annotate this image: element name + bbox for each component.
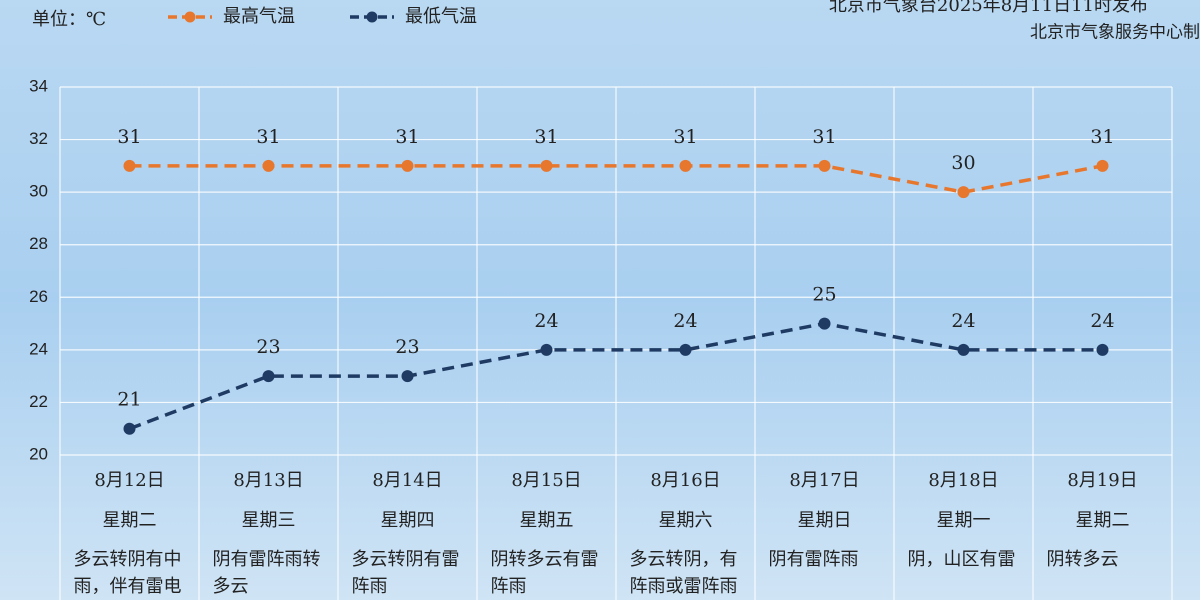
y-tick-label: 28 bbox=[29, 234, 48, 253]
point bbox=[679, 159, 692, 172]
unit-label: 单位：℃ bbox=[32, 9, 106, 30]
point bbox=[540, 159, 553, 172]
point bbox=[123, 159, 136, 172]
point bbox=[818, 317, 831, 330]
weather: 阴转多云 bbox=[1046, 549, 1119, 570]
x-tick-label: 8月15日 bbox=[511, 470, 581, 491]
legend-dot bbox=[184, 11, 196, 23]
point bbox=[1096, 343, 1109, 356]
weekday: 星期一 bbox=[937, 510, 991, 531]
data-label: 21 bbox=[117, 389, 141, 411]
point bbox=[262, 159, 275, 172]
data-label: 23 bbox=[395, 336, 419, 358]
weekday: 星期二 bbox=[1076, 510, 1130, 531]
line bbox=[129, 164, 1103, 194]
data-label: 31 bbox=[256, 126, 280, 148]
x-tick-label: 8月13日 bbox=[233, 470, 303, 491]
weather: 阴转多云有雷阵雨 bbox=[490, 549, 599, 597]
data-label: 24 bbox=[534, 310, 558, 332]
data-label: 31 bbox=[395, 126, 419, 148]
point bbox=[401, 159, 414, 172]
weather: 多云转阴，有阵雨或雷阵雨 bbox=[629, 549, 738, 597]
y-tick-label: 24 bbox=[29, 339, 48, 358]
x-tick-label: 8月16日 bbox=[650, 470, 720, 491]
point bbox=[262, 370, 275, 383]
y-tick-label: 34 bbox=[29, 76, 48, 95]
data-label: 24 bbox=[951, 310, 975, 332]
point bbox=[1096, 159, 1109, 172]
weather: 阴有雷阵雨 bbox=[768, 549, 859, 570]
note: 北京市气象服务中心制作 bbox=[1030, 23, 1200, 43]
weekday: 星期日 bbox=[798, 510, 852, 531]
legend-label: 最高气温 bbox=[223, 6, 295, 27]
x-tick-label: 8月18日 bbox=[928, 470, 998, 491]
weather: 多云转阴有雷阵雨 bbox=[351, 549, 460, 597]
data-label: 24 bbox=[1090, 310, 1114, 332]
line bbox=[128, 321, 1103, 431]
y-tick-label: 32 bbox=[29, 129, 48, 148]
data-label: 31 bbox=[117, 126, 141, 148]
data-label: 23 bbox=[256, 336, 280, 358]
point bbox=[540, 343, 553, 356]
data-label: 31 bbox=[812, 126, 836, 148]
weekday: 星期五 bbox=[520, 510, 574, 531]
point bbox=[957, 343, 970, 356]
weekday: 星期三 bbox=[242, 510, 296, 531]
point bbox=[957, 186, 970, 199]
legend-label: 最低气温 bbox=[405, 6, 477, 27]
x-tick-label: 8月14日 bbox=[372, 470, 442, 491]
data-label: 25 bbox=[812, 284, 836, 306]
point bbox=[679, 343, 692, 356]
x-tick-label: 8月17日 bbox=[789, 470, 859, 491]
note: 北京市气象台2025年8月11日11时发布 bbox=[829, 0, 1148, 16]
data-label: 31 bbox=[534, 126, 558, 148]
y-tick-label: 30 bbox=[29, 182, 48, 201]
point bbox=[123, 422, 136, 435]
x-tick-label: 8月19日 bbox=[1067, 470, 1137, 491]
legend-dot bbox=[366, 11, 378, 23]
weather: 阴，山区有雷 bbox=[907, 549, 1016, 570]
weekday: 星期六 bbox=[659, 510, 713, 531]
weekday: 星期四 bbox=[381, 510, 435, 531]
y-tick-label: 22 bbox=[29, 392, 48, 411]
data-label: 31 bbox=[673, 126, 697, 148]
weather: 阴有雷阵雨转多云 bbox=[212, 549, 321, 597]
weekday: 星期二 bbox=[103, 510, 157, 531]
data-label: 24 bbox=[673, 310, 697, 332]
y-tick-label: 26 bbox=[29, 287, 48, 306]
data-label: 30 bbox=[951, 152, 975, 174]
point bbox=[818, 159, 831, 172]
data-label: 31 bbox=[1090, 126, 1114, 148]
weather: 多云转阴有中雨，伴有雷电 bbox=[73, 549, 182, 597]
point bbox=[401, 370, 414, 383]
y-tick-label: 20 bbox=[29, 444, 48, 463]
x-tick-label: 8月12日 bbox=[94, 470, 164, 491]
